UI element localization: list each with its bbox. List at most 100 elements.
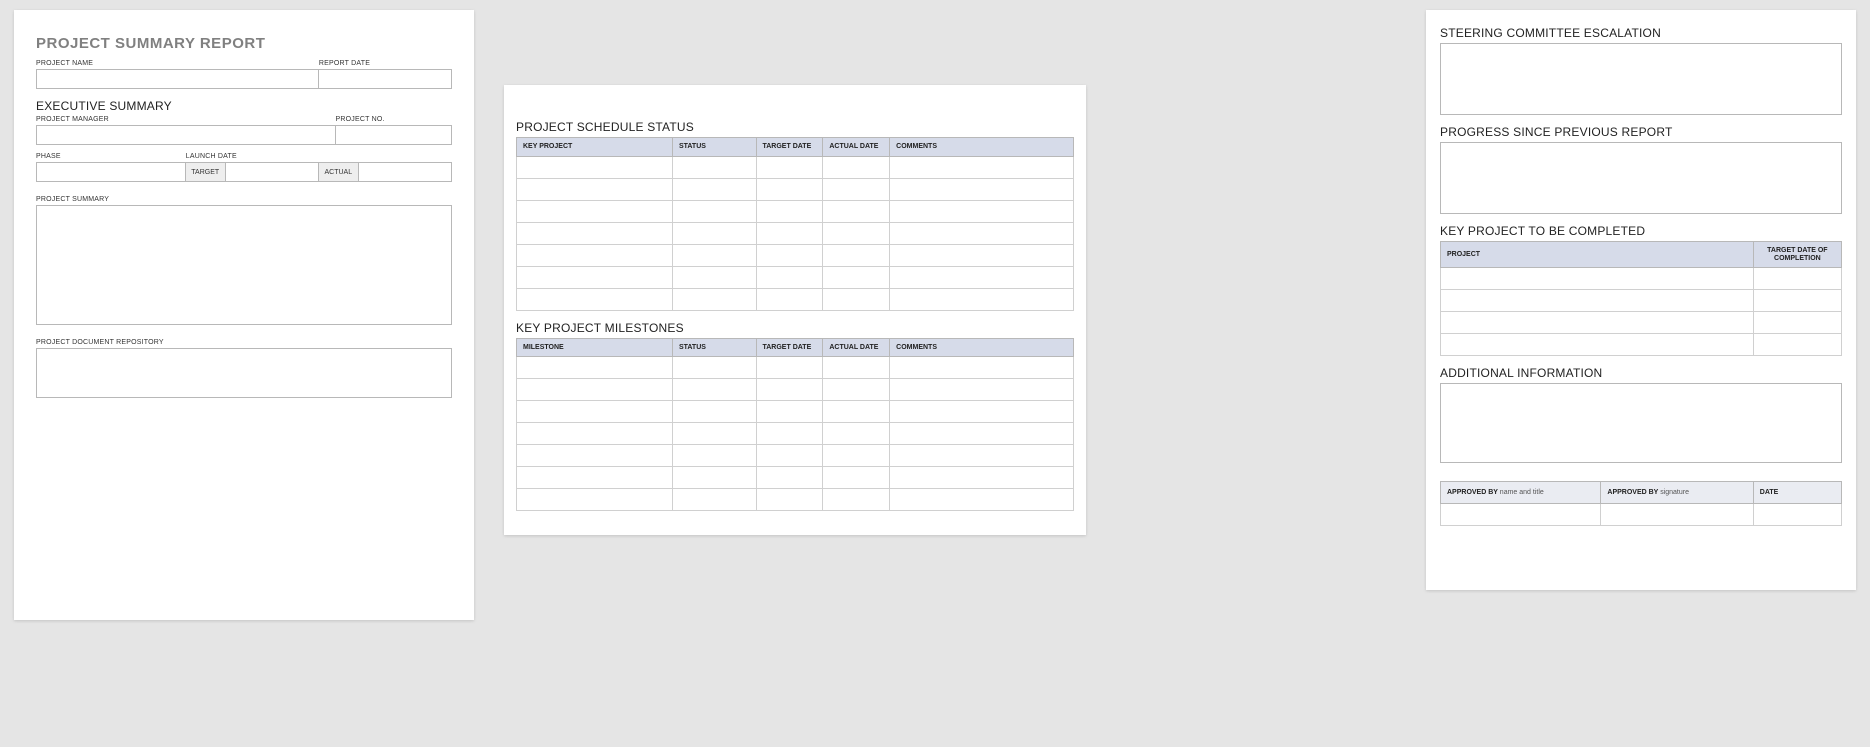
table-cell[interactable] [1441, 334, 1754, 356]
table-cell[interactable] [756, 156, 823, 178]
additional-info-input[interactable] [1440, 383, 1842, 463]
table-cell[interactable] [517, 288, 673, 310]
page-2: PROJECT SCHEDULE STATUS KEY PROJECT STAT… [504, 85, 1086, 535]
table-cell[interactable] [672, 200, 756, 222]
table-cell[interactable] [823, 156, 890, 178]
table-cell[interactable] [756, 467, 823, 489]
table-cell[interactable] [1441, 290, 1754, 312]
table-cell[interactable] [823, 489, 890, 511]
approval-signature-header: APPROVED BY signature [1601, 482, 1753, 504]
approval-name-input[interactable] [1441, 504, 1601, 526]
table-cell[interactable] [1753, 312, 1841, 334]
table-cell[interactable] [517, 467, 673, 489]
table-cell[interactable] [517, 222, 673, 244]
table-cell[interactable] [672, 445, 756, 467]
table-cell[interactable] [890, 244, 1074, 266]
table-cell[interactable] [823, 379, 890, 401]
table-cell[interactable] [823, 357, 890, 379]
table-cell[interactable] [1753, 268, 1841, 290]
table-cell[interactable] [517, 178, 673, 200]
table-cell[interactable] [823, 288, 890, 310]
table-cell[interactable] [517, 244, 673, 266]
approval-date-input[interactable] [1753, 504, 1841, 526]
table-cell[interactable] [890, 445, 1074, 467]
table-cell[interactable] [672, 156, 756, 178]
table-cell[interactable] [672, 401, 756, 423]
table-cell[interactable] [517, 489, 673, 511]
table-cell[interactable] [672, 423, 756, 445]
table-cell[interactable] [672, 489, 756, 511]
table-cell[interactable] [823, 445, 890, 467]
steering-input[interactable] [1440, 43, 1842, 115]
table-cell[interactable] [756, 423, 823, 445]
report-date-input[interactable] [319, 69, 452, 89]
table-cell[interactable] [517, 423, 673, 445]
table-cell[interactable] [756, 379, 823, 401]
table-cell[interactable] [823, 200, 890, 222]
table-cell[interactable] [890, 357, 1074, 379]
table-cell[interactable] [756, 200, 823, 222]
project-name-input[interactable] [36, 69, 319, 89]
approval-signature-input[interactable] [1601, 504, 1753, 526]
actual-date-input[interactable] [359, 162, 452, 182]
table-cell[interactable] [672, 357, 756, 379]
table-cell[interactable] [823, 467, 890, 489]
target-date-input[interactable] [226, 162, 319, 182]
table-row [517, 178, 1074, 200]
table-cell[interactable] [672, 467, 756, 489]
table-cell[interactable] [517, 379, 673, 401]
table-cell[interactable] [890, 222, 1074, 244]
project-manager-input[interactable] [36, 125, 336, 145]
phase-input[interactable] [36, 162, 186, 182]
table-cell[interactable] [890, 200, 1074, 222]
table-row [517, 489, 1074, 511]
table-cell[interactable] [823, 401, 890, 423]
table-cell[interactable] [756, 244, 823, 266]
table-cell[interactable] [517, 200, 673, 222]
table-cell[interactable] [756, 288, 823, 310]
table-cell[interactable] [823, 244, 890, 266]
table-cell[interactable] [517, 445, 673, 467]
table-cell[interactable] [756, 445, 823, 467]
table-cell[interactable] [517, 156, 673, 178]
table-cell[interactable] [823, 178, 890, 200]
progress-input[interactable] [1440, 142, 1842, 214]
repository-input[interactable] [36, 348, 452, 398]
table-cell[interactable] [756, 489, 823, 511]
table-cell[interactable] [890, 423, 1074, 445]
table-cell[interactable] [756, 266, 823, 288]
project-summary-input[interactable] [36, 205, 452, 325]
table-row [517, 357, 1074, 379]
table-cell[interactable] [517, 401, 673, 423]
project-summary-label: PROJECT SUMMARY [36, 196, 452, 203]
table-cell[interactable] [672, 222, 756, 244]
table-cell[interactable] [1753, 290, 1841, 312]
table-cell[interactable] [756, 357, 823, 379]
table-cell[interactable] [756, 222, 823, 244]
table-cell[interactable] [890, 401, 1074, 423]
table-cell[interactable] [1753, 334, 1841, 356]
table-cell[interactable] [756, 178, 823, 200]
table-cell[interactable] [823, 423, 890, 445]
table-cell[interactable] [823, 266, 890, 288]
table-cell[interactable] [890, 178, 1074, 200]
table-cell[interactable] [672, 266, 756, 288]
table-cell[interactable] [1441, 268, 1754, 290]
table-cell[interactable] [890, 288, 1074, 310]
table-cell[interactable] [517, 357, 673, 379]
table-cell[interactable] [1441, 312, 1754, 334]
table-cell[interactable] [517, 266, 673, 288]
table-cell[interactable] [672, 244, 756, 266]
table-cell[interactable] [890, 489, 1074, 511]
table-cell[interactable] [672, 288, 756, 310]
table-cell[interactable] [823, 222, 890, 244]
table-cell[interactable] [756, 401, 823, 423]
table-cell[interactable] [890, 467, 1074, 489]
milestone-col-target-date: TARGET DATE [756, 338, 823, 357]
table-cell[interactable] [672, 178, 756, 200]
table-cell[interactable] [672, 379, 756, 401]
table-cell[interactable] [890, 156, 1074, 178]
table-cell[interactable] [890, 266, 1074, 288]
project-no-input[interactable] [336, 125, 452, 145]
table-cell[interactable] [890, 379, 1074, 401]
